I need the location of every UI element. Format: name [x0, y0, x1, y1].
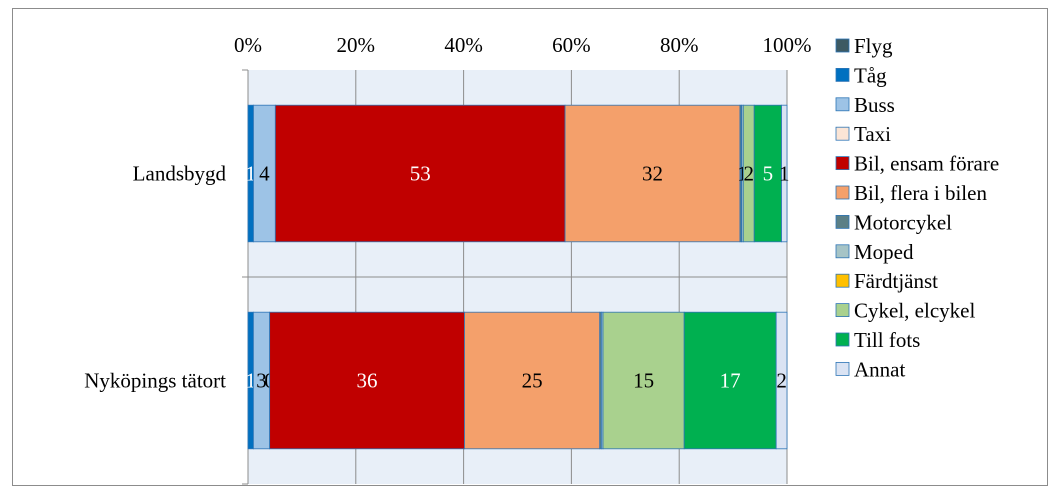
legend-label: Moped — [854, 240, 914, 264]
category-label: Nyköpings tätort — [84, 369, 226, 393]
legend-swatch — [835, 361, 850, 376]
legend-swatch — [835, 303, 850, 318]
data-label: 5 — [763, 162, 774, 186]
x-tick-label: 80% — [660, 33, 699, 57]
x-tick-label: 20% — [337, 33, 376, 57]
bar-segment — [753, 104, 782, 243]
data-label: 25 — [522, 369, 543, 393]
data-label: 32 — [642, 162, 663, 186]
data-label: 17 — [720, 369, 741, 393]
bar-segment — [564, 104, 741, 243]
legend-label: Taxi — [854, 122, 891, 146]
data-label: 3 — [256, 369, 267, 393]
legend-label: Motorcykel — [854, 210, 952, 234]
chart-frame — [12, 8, 1048, 486]
legend-label: Buss — [854, 93, 895, 117]
data-label: 2 — [776, 369, 787, 393]
data-label: 36 — [357, 369, 378, 393]
bar-segment — [683, 311, 777, 450]
data-label: 15 — [633, 369, 654, 393]
legend-label: Tåg — [854, 63, 887, 87]
x-tick-label: 40% — [444, 33, 483, 57]
x-tick-label: 0% — [234, 33, 262, 57]
legend-swatch — [835, 273, 850, 288]
data-label: 4 — [259, 162, 270, 186]
legend-swatch — [835, 185, 850, 200]
bar-segment — [464, 311, 601, 450]
data-label: 1 — [737, 162, 748, 186]
data-label: 1 — [245, 369, 256, 393]
legend-label: Bil, ensam förare — [854, 152, 999, 176]
bar-segment — [602, 311, 685, 450]
legend-label: Till fots — [854, 328, 920, 352]
legend-swatch — [835, 156, 850, 171]
legend-swatch — [835, 214, 850, 229]
legend-label: Flyg — [854, 34, 893, 58]
legend-label: Bil, flera i bilen — [854, 181, 987, 205]
legend-swatch — [835, 244, 850, 259]
x-tick-label: 100% — [763, 33, 812, 57]
data-label: 2 — [743, 162, 754, 186]
legend-swatch — [835, 332, 850, 347]
legend-label: Annat — [854, 357, 905, 381]
legend-swatch — [835, 68, 850, 82]
bar-segment — [775, 311, 788, 450]
data-label: 1 — [245, 162, 256, 186]
data-label: 53 — [410, 162, 431, 186]
legend-label: Cykel, elcykel — [854, 299, 975, 323]
bar-segment — [781, 104, 788, 243]
legend-swatch — [835, 97, 850, 112]
data-label: 1 — [779, 162, 790, 186]
bar-segment — [269, 311, 465, 450]
legend-label: Färdtjänst — [854, 269, 938, 293]
legend-swatch — [835, 126, 850, 141]
category-label: Landsbygd — [133, 162, 227, 186]
x-tick-label: 60% — [552, 33, 591, 57]
legend-swatch — [835, 38, 850, 53]
